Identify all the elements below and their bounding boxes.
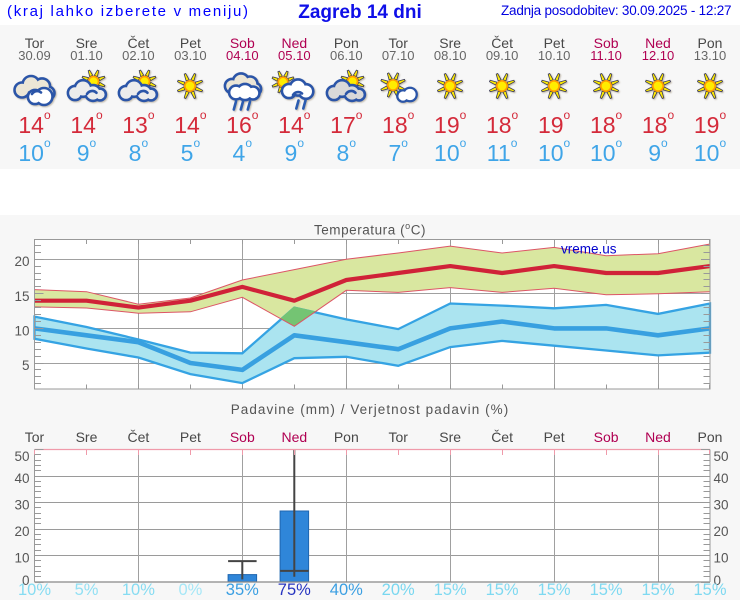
svg-text:50: 50 bbox=[714, 449, 729, 464]
svg-text:30: 30 bbox=[714, 497, 729, 512]
svg-text:vreme.us: vreme.us bbox=[561, 242, 617, 257]
svg-text:40: 40 bbox=[14, 471, 29, 486]
svg-text:20: 20 bbox=[14, 524, 29, 539]
svg-text:50: 50 bbox=[14, 449, 29, 464]
svg-text:20: 20 bbox=[714, 524, 729, 539]
svg-text:10: 10 bbox=[14, 323, 29, 338]
svg-text:5: 5 bbox=[22, 358, 30, 373]
svg-text:15: 15 bbox=[14, 289, 29, 304]
svg-text:10: 10 bbox=[714, 550, 729, 565]
svg-text:Padavine (mm) / Verjetnost pad: Padavine (mm) / Verjetnost padavin (%) bbox=[231, 402, 510, 417]
svg-text:40: 40 bbox=[714, 471, 729, 486]
svg-text:20: 20 bbox=[14, 254, 29, 269]
svg-text:0: 0 bbox=[22, 573, 30, 588]
svg-text:0: 0 bbox=[714, 573, 722, 588]
svg-text:10: 10 bbox=[14, 550, 29, 565]
svg-text:30: 30 bbox=[14, 497, 29, 512]
